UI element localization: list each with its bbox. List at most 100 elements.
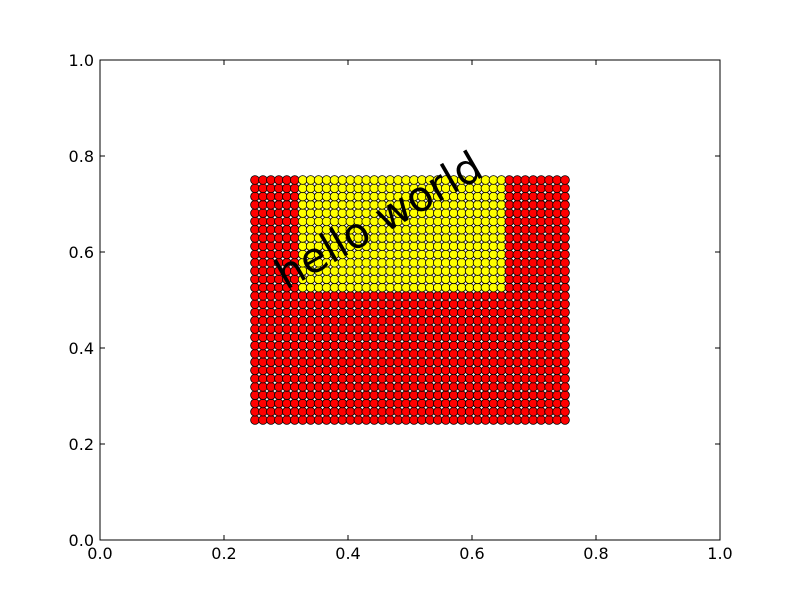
scatter-point [266, 216, 276, 227]
scatter-point-highlight [425, 241, 435, 252]
scatter-point [274, 357, 284, 367]
scatter-point [496, 291, 507, 301]
scatter-point [289, 390, 300, 400]
scatter-point [496, 365, 507, 376]
scatter-point-highlight [361, 183, 372, 194]
scatter-point [313, 415, 324, 425]
scatter-point [266, 307, 276, 318]
scatter-point [536, 340, 546, 351]
scatter-point [297, 348, 308, 359]
scatter-point [425, 415, 435, 425]
scatter-point [544, 307, 554, 318]
scatter-point [496, 332, 507, 343]
scatter-point [274, 398, 284, 409]
scatter-point [369, 307, 380, 318]
scatter-point [417, 390, 427, 400]
scatter-point [409, 332, 419, 343]
scatter-point-highlight [377, 257, 387, 268]
scatter-point [520, 249, 531, 260]
scatter-point [313, 315, 324, 326]
scatter-point [456, 390, 467, 400]
scatter-point [536, 224, 546, 235]
scatter-point [409, 291, 419, 301]
scatter-point [409, 365, 419, 376]
scatter-point-highlight [496, 282, 507, 293]
scatter-point [329, 357, 340, 367]
scatter-point [512, 390, 523, 400]
scatter-point [337, 398, 348, 409]
scatter-point [297, 390, 308, 400]
scatter-point-highlight [488, 191, 499, 202]
scatter-point [456, 315, 467, 326]
scatter-point [433, 373, 443, 384]
scatter-point [464, 299, 475, 309]
scatter-point [472, 324, 483, 334]
scatter-point-highlight [321, 175, 332, 185]
scatter-point [345, 390, 356, 400]
scatter-point [266, 208, 276, 218]
scatter-point [274, 200, 284, 210]
scatter-point-highlight [488, 175, 499, 185]
scatter-point-highlight [480, 274, 491, 285]
scatter-point [504, 406, 515, 417]
scatter-point-highlight [472, 233, 483, 243]
scatter-point [560, 357, 570, 367]
scatter-point [393, 315, 403, 326]
scatter-point [345, 365, 356, 376]
scatter-point [337, 340, 348, 351]
scatter-point [313, 373, 324, 384]
scatter-point-highlight [353, 282, 364, 293]
scatter-point [353, 332, 364, 343]
y-tick-label: 1.0 [69, 51, 94, 70]
scatter-point-highlight [353, 266, 364, 276]
scatter-point [250, 274, 260, 285]
scatter-point [544, 357, 554, 367]
scatter-point [560, 274, 570, 285]
scatter-point [353, 324, 364, 334]
scatter-point [353, 406, 364, 417]
scatter-point-highlight [305, 183, 316, 194]
scatter-point-highlight [297, 208, 308, 218]
scatter-point [274, 183, 284, 194]
scatter-point [488, 357, 499, 367]
scatter-point [393, 357, 403, 367]
scatter-point [512, 324, 523, 334]
scatter-point [321, 332, 332, 343]
scatter-point [329, 348, 340, 359]
scatter-point [520, 398, 531, 409]
scatter-point-highlight [488, 216, 499, 227]
scatter-point [496, 324, 507, 334]
scatter-point-highlight [369, 257, 380, 268]
scatter-point-highlight [417, 266, 427, 276]
scatter-point [440, 340, 451, 351]
scatter-point [417, 382, 427, 392]
scatter-point [361, 291, 372, 301]
scatter-point [305, 307, 316, 318]
scatter-point [472, 348, 483, 359]
scatter-point [274, 191, 284, 202]
scatter-point-highlight [345, 266, 356, 276]
scatter-point [520, 299, 531, 309]
scatter-point [528, 291, 539, 301]
scatter-point [480, 373, 491, 384]
scatter-point [456, 415, 467, 425]
scatter-point [560, 406, 570, 417]
scatter-point [250, 307, 260, 318]
y-tick-label: 0.0 [69, 531, 94, 550]
scatter-point [353, 315, 364, 326]
scatter-point [504, 390, 515, 400]
scatter-point [289, 299, 300, 309]
scatter-point [289, 307, 300, 318]
scatter-point [258, 274, 268, 285]
scatter-point [544, 398, 554, 409]
scatter-point [440, 324, 451, 334]
scatter-point [480, 299, 491, 309]
scatter-point [353, 365, 364, 376]
scatter-point [464, 390, 475, 400]
scatter-point [250, 406, 260, 417]
scatter-point [250, 216, 260, 227]
scatter-point [313, 332, 324, 343]
scatter-point [520, 257, 531, 268]
scatter-point [409, 357, 419, 367]
scatter-point [401, 324, 411, 334]
